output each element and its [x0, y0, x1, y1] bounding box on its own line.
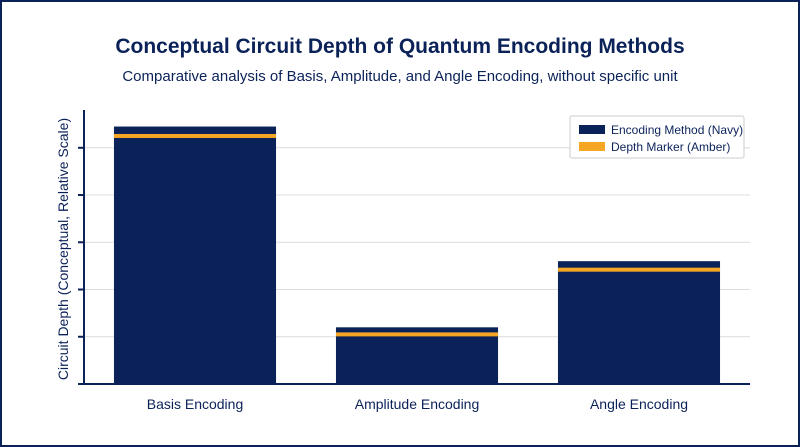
legend: Encoding Method (Navy) Depth Marker (Amb…	[569, 115, 745, 159]
bars	[113, 126, 721, 384]
bar-1	[335, 327, 499, 384]
depth-marker-2	[557, 267, 721, 272]
x-tick-label-0: Basis Encoding	[147, 396, 244, 412]
chart-subtitle: Comparative analysis of Basis, Amplitude…	[122, 68, 678, 85]
chart-title: Conceptual Circuit Depth of Quantum Enco…	[115, 35, 685, 58]
legend-box	[569, 115, 745, 159]
bar-0	[113, 126, 277, 384]
legend-swatch-navy	[579, 125, 605, 134]
x-tick-label-2: Angle Encoding	[590, 396, 688, 412]
legend-label-navy: Encoding Method (Navy)	[611, 123, 743, 137]
legend-label-amber: Depth Marker (Amber)	[611, 140, 730, 154]
legend-swatch-amber	[579, 142, 605, 151]
x-tick-label-1: Amplitude Encoding	[355, 396, 480, 412]
bar-2	[557, 261, 721, 384]
x-tick-labels: Basis Encoding Amplitude Encoding Angle En…	[147, 396, 688, 412]
y-ticks	[78, 146, 84, 385]
depth-marker-0	[113, 133, 277, 138]
depth-marker-1	[335, 332, 499, 337]
axes	[83, 110, 750, 385]
y-axis-label: Circuit Depth (Conceptual, Relative Scal…	[55, 118, 71, 380]
